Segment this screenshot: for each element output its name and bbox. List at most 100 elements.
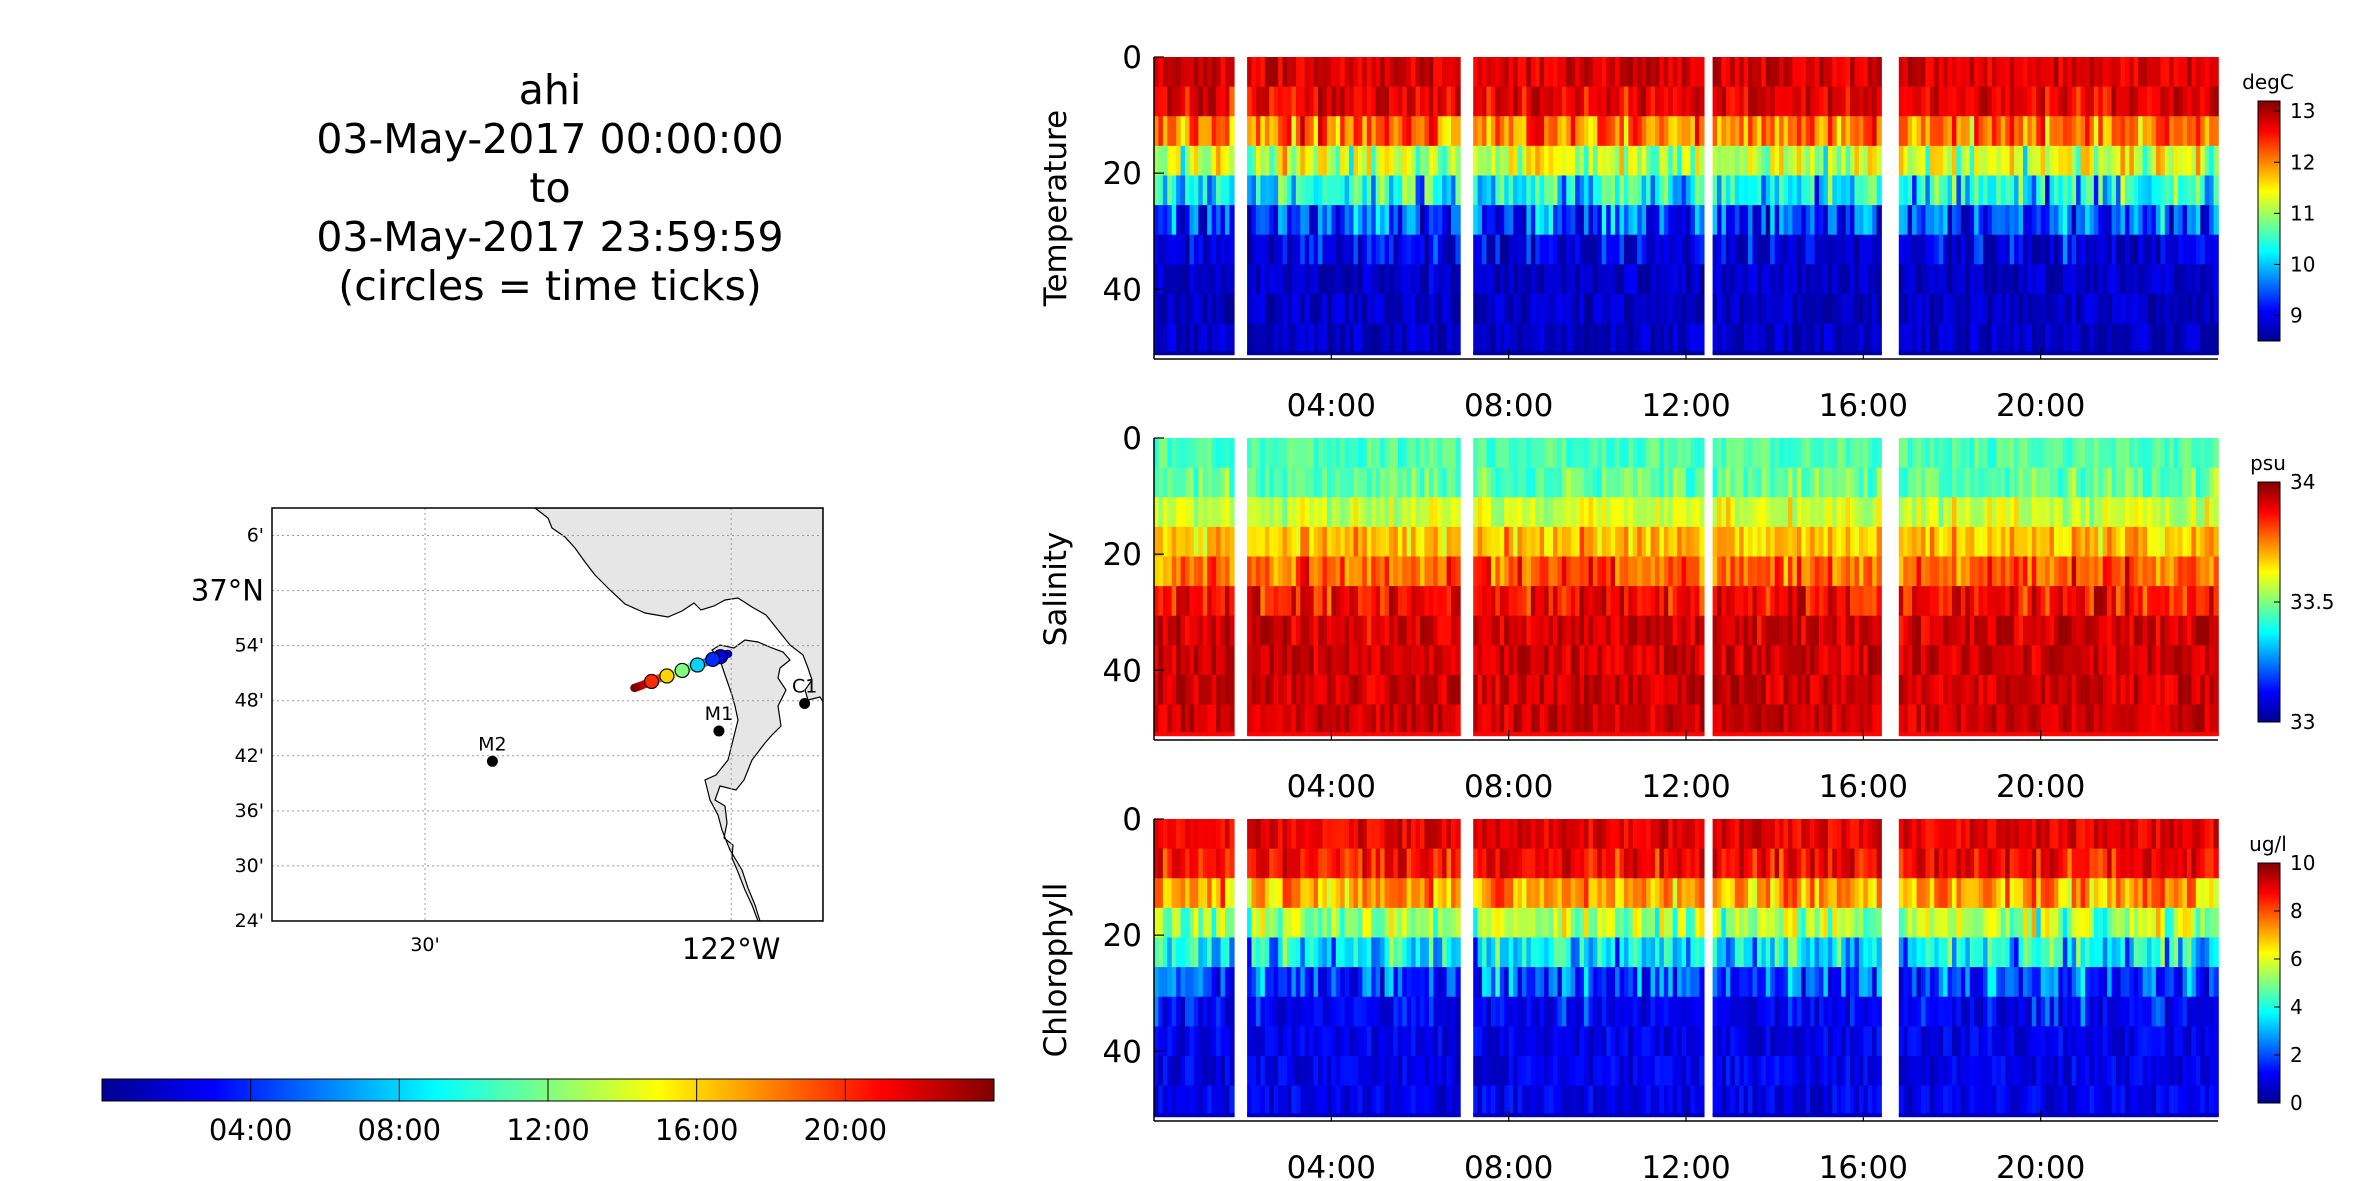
section-cell [1592, 116, 1599, 147]
section-cell [1597, 526, 1603, 558]
section-cell [1752, 704, 1758, 735]
section-cell [1925, 86, 1931, 117]
section-cell [1628, 645, 1634, 676]
section-cell [1987, 264, 1993, 295]
section-cell [1779, 438, 1785, 469]
section-bottom-cell [2005, 732, 2011, 737]
section-bottom-cell [1584, 732, 1590, 737]
section-cell [1850, 615, 1856, 646]
section-cell [1699, 438, 1705, 469]
section-cell [1956, 497, 1962, 528]
section-cell [1934, 175, 1940, 206]
section-cell [1867, 205, 1873, 236]
section-cell [1872, 674, 1878, 706]
section-cell [1991, 674, 1998, 706]
section-cell [1331, 674, 1337, 706]
section-cell [1686, 86, 1692, 117]
section-cell [2036, 86, 2042, 117]
section-cell [1180, 438, 1186, 469]
section-cell [2107, 234, 2113, 265]
section-cell [1455, 86, 1461, 117]
panel-y-tick-label: 40 [1103, 272, 1142, 308]
section-cell [1424, 586, 1430, 617]
section-cell [1273, 467, 1279, 498]
section-bottom-cell [1974, 732, 1980, 737]
section-cell [2142, 556, 2148, 587]
section-cell [1858, 57, 1865, 88]
section-cell [1207, 264, 1213, 295]
section-cell [1668, 497, 1674, 528]
section-bottom-cell [1508, 351, 1514, 356]
section-cell [1712, 116, 1718, 147]
section-cell [1699, 293, 1705, 325]
section-cell [1934, 674, 1940, 706]
section-cell [1668, 526, 1674, 558]
section-cell [1819, 57, 1825, 88]
section-cell [1176, 615, 1182, 646]
panel-colorbar [2257, 100, 2281, 342]
section-cell [1907, 438, 1913, 469]
section-cell [1198, 116, 1204, 147]
section-cell [1344, 467, 1350, 498]
section-cell [1801, 556, 1807, 587]
section-cell [2040, 57, 2046, 88]
section-cell [2067, 264, 2073, 295]
section-cell [2009, 323, 2015, 354]
section-cell [1978, 467, 1984, 498]
section-cell [1158, 467, 1164, 498]
section-cell [2116, 293, 2122, 325]
section-cell [2209, 116, 2215, 147]
section-cell [1819, 586, 1825, 617]
section-cell [2062, 234, 2069, 265]
section-cell [2058, 116, 2064, 147]
section-cell [1965, 116, 1971, 147]
section-cell [1521, 497, 1528, 528]
section-cell [1907, 586, 1913, 617]
section-cell [2000, 704, 2006, 735]
section-cell [1592, 467, 1599, 498]
section-cell [1659, 645, 1665, 676]
section-cell [1996, 264, 2002, 295]
section-cell [1553, 264, 1559, 295]
section-cell [1712, 645, 1718, 676]
section-cell [1867, 86, 1873, 117]
section-cell [1335, 175, 1341, 206]
section-bottom-cell [1929, 732, 1936, 737]
section-cell [1610, 556, 1616, 587]
section-cell [1717, 234, 1723, 265]
section-cell [1313, 205, 1319, 236]
section-cell [1264, 556, 1271, 587]
section-cell [1792, 86, 1798, 117]
section-cell [1504, 323, 1510, 354]
section-cell [2209, 293, 2215, 325]
section-cell [1397, 586, 1404, 617]
section-cell [2040, 438, 2046, 469]
section-cell [1291, 438, 1297, 469]
section-cell [1411, 438, 1417, 469]
section-cell [1694, 438, 1701, 469]
section-cell [1641, 264, 1647, 295]
section-bottom-cell [2182, 351, 2188, 356]
section-cell [1756, 175, 1763, 206]
section-cell [1898, 264, 1905, 295]
section-cell [1699, 234, 1705, 265]
section-cell [1770, 323, 1776, 354]
section-cell [1650, 116, 1656, 147]
section-cell [1278, 704, 1284, 735]
section-cell [1313, 116, 1319, 147]
section-cell [1748, 293, 1754, 325]
section-cell [1756, 497, 1763, 528]
section-cell [1393, 586, 1399, 617]
section-bottom-cell [1872, 351, 1878, 356]
section-cell [1699, 323, 1705, 354]
section-cell [1207, 205, 1213, 236]
section-cell [1269, 145, 1275, 177]
section-cell [1530, 467, 1537, 498]
section-cell [2147, 323, 2153, 354]
section-cell [1854, 467, 1860, 498]
section-cell [1960, 264, 1967, 295]
section-cell [1699, 264, 1705, 295]
section-cell [1752, 264, 1758, 295]
section-cell [1827, 556, 1834, 587]
section-cell [1584, 586, 1590, 617]
